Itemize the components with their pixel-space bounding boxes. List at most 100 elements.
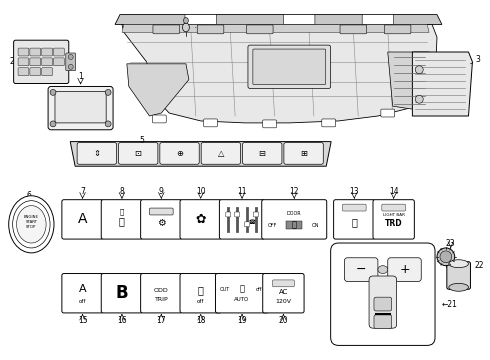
Circle shape [105,121,111,127]
FancyBboxPatch shape [220,200,265,239]
FancyBboxPatch shape [374,315,392,329]
FancyBboxPatch shape [253,217,258,222]
FancyBboxPatch shape [185,15,217,24]
Polygon shape [286,221,302,229]
Ellipse shape [449,260,468,267]
Text: ⚙: ⚙ [157,218,166,228]
FancyBboxPatch shape [18,58,29,66]
Text: 💧: 💧 [198,285,204,295]
Circle shape [416,66,423,74]
Text: OFF: OFF [268,223,277,228]
FancyBboxPatch shape [381,109,394,117]
Text: TRIP: TRIP [154,297,168,302]
FancyBboxPatch shape [141,274,182,313]
FancyBboxPatch shape [18,68,29,76]
Text: AUTO: AUTO [234,297,250,302]
Polygon shape [70,141,331,166]
FancyBboxPatch shape [374,297,392,311]
Text: 120V: 120V [275,298,292,303]
FancyBboxPatch shape [272,280,294,287]
Text: 17: 17 [156,316,166,325]
Polygon shape [388,52,432,111]
FancyBboxPatch shape [48,86,113,130]
Text: A: A [79,284,86,294]
Text: ⊕: ⊕ [176,149,183,158]
FancyBboxPatch shape [119,143,158,164]
FancyBboxPatch shape [204,119,218,127]
Text: 12: 12 [290,187,299,196]
Text: △: △ [218,149,224,158]
Text: off: off [255,287,262,292]
FancyBboxPatch shape [263,274,304,313]
Text: 🔒: 🔒 [119,216,125,226]
FancyBboxPatch shape [322,119,336,127]
FancyBboxPatch shape [373,200,415,239]
Text: B: B [116,284,128,302]
Text: 18: 18 [196,316,205,325]
FancyBboxPatch shape [101,274,143,313]
FancyBboxPatch shape [101,200,143,239]
Text: OUT: OUT [220,287,230,292]
Text: 23: 23 [446,239,456,248]
FancyBboxPatch shape [226,212,231,217]
FancyBboxPatch shape [180,274,221,313]
Text: 8: 8 [120,187,124,196]
FancyBboxPatch shape [14,40,69,84]
Text: 9: 9 [159,187,164,196]
Text: 🚗: 🚗 [292,221,297,230]
FancyBboxPatch shape [331,243,435,345]
Ellipse shape [440,251,452,263]
Ellipse shape [378,266,388,274]
FancyBboxPatch shape [343,204,366,211]
FancyBboxPatch shape [263,120,276,128]
Text: −: − [356,263,367,276]
Text: 22: 22 [474,261,484,270]
Ellipse shape [449,283,468,291]
Polygon shape [122,24,437,123]
Text: ⇕: ⇕ [93,149,100,158]
Text: ✿: ✿ [196,213,206,226]
Text: ENGINE
START
STOP: ENGINE START STOP [24,215,39,229]
Text: DOOR: DOOR [287,211,301,216]
FancyBboxPatch shape [53,48,64,56]
Text: ☎: ☎ [248,220,255,225]
FancyBboxPatch shape [253,49,326,85]
Text: 2: 2 [9,57,14,66]
Text: 5: 5 [139,136,144,145]
FancyBboxPatch shape [180,200,221,239]
Text: off: off [79,298,86,303]
FancyBboxPatch shape [42,58,52,66]
Circle shape [50,121,56,127]
FancyBboxPatch shape [55,91,106,123]
Text: 11: 11 [237,187,247,196]
Text: 6: 6 [27,191,32,200]
FancyBboxPatch shape [283,15,315,24]
Text: TRD: TRD [385,219,402,228]
FancyBboxPatch shape [340,25,367,34]
Circle shape [416,95,423,103]
FancyBboxPatch shape [262,200,327,239]
FancyBboxPatch shape [245,212,249,217]
FancyBboxPatch shape [152,115,166,123]
FancyBboxPatch shape [30,58,41,66]
FancyBboxPatch shape [216,274,269,313]
FancyBboxPatch shape [369,276,396,328]
Polygon shape [413,52,472,116]
Text: ON: ON [312,223,319,228]
Text: 7: 7 [80,187,85,196]
FancyBboxPatch shape [160,143,199,164]
FancyBboxPatch shape [447,262,470,289]
Polygon shape [115,15,442,24]
Text: 1: 1 [78,72,83,81]
Text: 🚗: 🚗 [120,208,124,215]
Text: 13: 13 [349,187,359,196]
FancyBboxPatch shape [384,25,411,34]
Text: 4: 4 [201,22,206,31]
FancyBboxPatch shape [153,25,179,34]
Ellipse shape [68,54,73,59]
Ellipse shape [13,201,50,248]
FancyBboxPatch shape [30,48,41,56]
Ellipse shape [183,18,188,23]
Text: 10: 10 [196,187,205,196]
Text: 14: 14 [389,187,398,196]
